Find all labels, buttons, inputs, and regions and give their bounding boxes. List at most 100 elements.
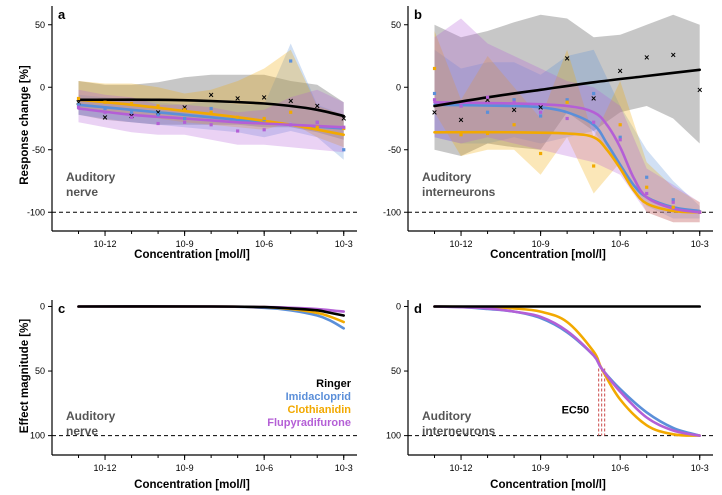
x-tick-label: 10-6 bbox=[611, 239, 629, 249]
data-point-imidacloprid bbox=[209, 106, 213, 111]
data-point-ringer: × bbox=[591, 94, 596, 104]
x-tick-label: 10-12 bbox=[94, 463, 117, 473]
x-tick-label: 10-3 bbox=[335, 463, 353, 473]
y-tick-label: -100 bbox=[27, 207, 45, 217]
fit-curve-flupyradifurone bbox=[433, 305, 701, 437]
data-point-clothianidin bbox=[592, 164, 596, 168]
x-tick-label: 10-12 bbox=[94, 239, 117, 249]
y-tick-label: -100 bbox=[383, 207, 401, 217]
data-point-ringer: × bbox=[155, 107, 160, 117]
x-tick-label: 10-6 bbox=[255, 239, 273, 249]
data-point-imidacloprid bbox=[565, 98, 569, 102]
data-point-clothianidin bbox=[76, 96, 81, 101]
data-point-flupyradifurone bbox=[432, 98, 437, 102]
data-point-imidacloprid bbox=[432, 91, 437, 96]
data-point-flupyradifurone bbox=[459, 104, 463, 108]
fit-curve-clothianidin bbox=[433, 305, 701, 437]
panel-letter: a bbox=[58, 7, 66, 22]
x-axis-title-bottom-right: Concentration [mol/l] bbox=[490, 479, 606, 491]
data-point-imidacloprid bbox=[539, 114, 543, 118]
panel-letter: d bbox=[414, 301, 422, 316]
data-point-flupyradifurone bbox=[342, 125, 346, 129]
panel-annotation: nerve bbox=[66, 185, 98, 199]
x-tick-label: 10-12 bbox=[450, 239, 473, 249]
data-point-imidacloprid bbox=[103, 106, 107, 111]
data-point-clothianidin bbox=[289, 110, 293, 114]
legend-entry-imidacloprid: Imidacloprid bbox=[286, 391, 351, 403]
panel-annotation: Auditory bbox=[66, 409, 116, 423]
data-point-ringer: × bbox=[458, 115, 463, 125]
data-point-flupyradifurone bbox=[236, 129, 240, 133]
data-point-ringer: × bbox=[538, 102, 543, 112]
data-point-flupyradifurone bbox=[183, 120, 187, 124]
data-point-clothianidin bbox=[315, 125, 319, 129]
data-point-flupyradifurone bbox=[512, 100, 516, 104]
data-point-clothianidin bbox=[236, 115, 240, 119]
data-point-ringer: × bbox=[564, 54, 569, 64]
legend-entry-clothianidin: Clothianidin bbox=[287, 404, 351, 416]
data-point-imidacloprid bbox=[485, 110, 490, 114]
data-point-flupyradifurone bbox=[129, 115, 134, 119]
data-point-flupyradifurone bbox=[698, 210, 702, 214]
fit-curve-ringer bbox=[433, 68, 701, 108]
x-tick-label: 10-9 bbox=[532, 463, 550, 473]
data-point-flupyradifurone bbox=[645, 191, 649, 196]
data-point-flupyradifurone bbox=[618, 138, 622, 142]
data-point-ringer: × bbox=[432, 107, 437, 117]
panel-annotation: nerve bbox=[66, 424, 98, 438]
data-point-ringer: × bbox=[644, 52, 649, 62]
y-axis-title-top: Response change [%] bbox=[19, 65, 31, 185]
data-point-ringer: × bbox=[288, 96, 293, 106]
y-tick-label: 50 bbox=[391, 366, 401, 376]
data-point-imidacloprid bbox=[645, 175, 649, 179]
data-point-clothianidin bbox=[459, 133, 463, 137]
panel-annotation: Auditory bbox=[422, 170, 472, 184]
data-point-imidacloprid bbox=[671, 198, 675, 202]
data-point-flupyradifurone bbox=[289, 123, 293, 127]
x-axis-title-top-right: Concentration [mol/l] bbox=[490, 249, 606, 261]
data-point-clothianidin bbox=[485, 131, 490, 136]
legend-entry-ringer: Ringer bbox=[316, 378, 352, 390]
fit-curve-clothianidin bbox=[433, 130, 701, 214]
data-point-flupyradifurone bbox=[209, 123, 213, 127]
data-point-ringer: × bbox=[618, 66, 623, 76]
y-axis-title-bottom: Effect magnitude [%] bbox=[19, 319, 31, 434]
fit-curve-ringer bbox=[77, 98, 345, 118]
data-point-flupyradifurone bbox=[671, 200, 675, 204]
data-point-imidacloprid bbox=[156, 113, 160, 117]
panel-annotation: Auditory bbox=[422, 409, 472, 423]
data-point-clothianidin bbox=[565, 100, 569, 104]
data-point-clothianidin bbox=[539, 151, 543, 156]
data-point-ringer: × bbox=[208, 90, 213, 100]
data-point-imidacloprid bbox=[592, 91, 596, 96]
y-tick-label: -50 bbox=[388, 145, 401, 155]
data-point-ringer: × bbox=[671, 50, 676, 60]
data-point-flupyradifurone bbox=[539, 110, 543, 114]
data-point-clothianidin bbox=[645, 185, 649, 189]
fit-curve-flupyradifurone bbox=[77, 107, 345, 129]
panel-b: × × × × × × × × × × × 50 0 -50 -100 10-12 10-9 10-6 10-3 b A… bbox=[383, 6, 713, 249]
data-point-ringer: × bbox=[182, 102, 187, 112]
x-tick-label: 10-3 bbox=[691, 239, 709, 249]
data-point-ringer: × bbox=[76, 97, 81, 107]
data-point-flupyradifurone bbox=[485, 95, 490, 99]
y-tick-label: 50 bbox=[391, 20, 401, 30]
x-tick-label: 10-6 bbox=[611, 463, 629, 473]
panel-d: EC50 0 50 100 10-12 10-9 10-6 10-3 d Auditoryinte… bbox=[386, 300, 713, 473]
y-tick-label: 0 bbox=[396, 82, 401, 92]
data-point-clothianidin bbox=[618, 123, 622, 127]
data-point-ringer: × bbox=[511, 105, 516, 115]
data-point-clothianidin bbox=[156, 104, 160, 108]
y-tick-label: 0 bbox=[396, 301, 401, 311]
x-tick-label: 10-3 bbox=[335, 239, 353, 249]
data-point-flupyradifurone bbox=[76, 105, 81, 109]
data-point-imidacloprid bbox=[289, 59, 293, 63]
data-point-flupyradifurone bbox=[565, 116, 569, 121]
x-tick-label: 10-12 bbox=[450, 463, 473, 473]
data-point-clothianidin bbox=[512, 123, 516, 127]
data-point-clothianidin bbox=[262, 116, 266, 121]
data-point-imidacloprid bbox=[183, 116, 187, 121]
legend-entry-flupyradifurone: Flupyradifurone bbox=[267, 417, 351, 429]
x-axis-title-bottom-left: Concentration [mol/l] bbox=[134, 479, 250, 491]
